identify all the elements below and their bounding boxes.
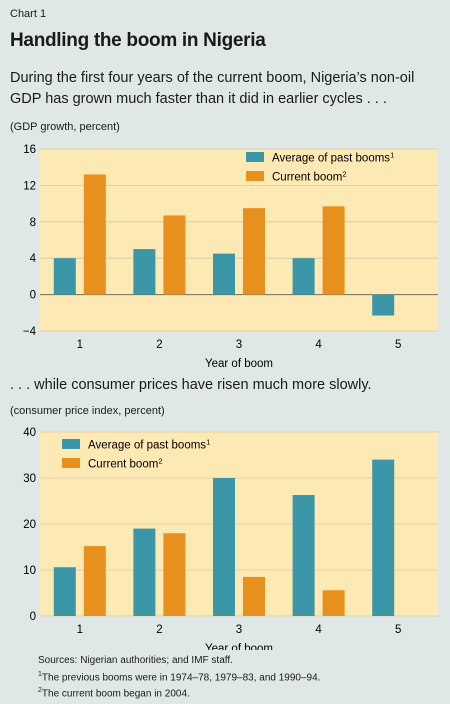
cpi-bar-past	[372, 459, 395, 616]
chart-subtitle: During the first four years of the curre…	[10, 70, 415, 107]
gdp-x-axis-title: Year of boom	[205, 358, 273, 367]
gdp-bar-current	[322, 206, 345, 295]
cpi-legend-swatch	[62, 458, 80, 468]
gdp-plot-area	[40, 149, 438, 331]
source-notes: Sources: Nigerian authorities; and IMF s…	[38, 654, 320, 701]
cpi-legend-label: Average of past booms1	[88, 438, 210, 452]
gdp-bar-current	[83, 174, 106, 295]
chart-number: Chart 1	[10, 8, 47, 20]
cpi-unit-label: (consumer price index, percent)	[10, 405, 165, 417]
consumer-price-chart: 0 10 20 30 40 1 2 3 4 5 Year of boom Average of pas…	[23, 427, 438, 650]
gdp-ytick-label: 16	[23, 144, 36, 156]
sources-note: Sources: Nigerian authorities; and IMF s…	[38, 655, 233, 666]
gdp-legend-label: Average of past booms1	[272, 151, 394, 165]
chart-title: Handling the boom in Nigeria	[10, 30, 266, 51]
gdp-legend-swatch	[246, 152, 264, 162]
cpi-xtick-label: 3	[236, 624, 242, 636]
gdp-xtick-label: 1	[77, 339, 83, 351]
cpi-ytick-label: 40	[23, 427, 36, 439]
gdp-xtick-label: 5	[395, 339, 401, 351]
cpi-bar-past	[53, 567, 76, 616]
gdp-bar-past	[133, 249, 156, 295]
cpi-bar-current	[163, 533, 186, 616]
gdp-legend-swatch	[246, 171, 264, 181]
cpi-bar-past	[213, 478, 235, 616]
cpi-ytick-label: 10	[23, 565, 36, 577]
gdp-ytick-label: −4	[23, 326, 37, 338]
cpi-bar-past	[133, 528, 156, 616]
gdp-ytick-label: 8	[30, 217, 36, 229]
cpi-bar-current	[243, 576, 265, 616]
footnote-2: 2The current boom began in 2004.	[38, 687, 190, 700]
gdp-legend-label: Current boom2	[272, 170, 346, 184]
gdp-bar-current	[243, 208, 265, 295]
gdp-ytick-label: 4	[30, 253, 37, 265]
footnote-1: 1The previous booms were in 1974–78, 197…	[38, 670, 321, 683]
gdp-ytick-label: 0	[30, 290, 36, 302]
gdp-bar-past	[372, 294, 395, 316]
gdp-bar-current	[163, 215, 186, 295]
cpi-bar-past	[292, 495, 315, 616]
cpi-ytick-label: 20	[23, 519, 36, 531]
cpi-xtick-label: 1	[77, 624, 83, 636]
gdp-bar-past	[213, 253, 235, 295]
gdp-unit-label: (GDP growth, percent)	[10, 121, 120, 133]
cpi-xtick-label: 4	[315, 624, 322, 636]
gdp-xtick-label: 4	[315, 339, 322, 351]
chart-subtitle-2: . . . while consumer prices have risen m…	[10, 377, 372, 393]
cpi-legend-swatch	[62, 439, 80, 449]
cpi-bar-current	[322, 590, 345, 616]
gdp-bar-past	[292, 258, 315, 295]
cpi-bar-current	[83, 546, 106, 616]
gdp-ytick-label: 12	[23, 180, 36, 192]
cpi-x-axis-title: Year of boom	[205, 643, 273, 650]
gdp-bar-past	[53, 258, 76, 295]
cpi-xtick-label: 2	[156, 624, 162, 636]
cpi-ytick-label: 0	[30, 611, 36, 623]
gdp-xtick-label: 3	[236, 339, 242, 351]
gdp-xtick-label: 2	[156, 339, 162, 351]
cpi-legend-label: Current boom2	[88, 457, 162, 471]
cpi-xtick-label: 5	[395, 624, 401, 636]
cpi-ytick-label: 30	[23, 473, 36, 485]
